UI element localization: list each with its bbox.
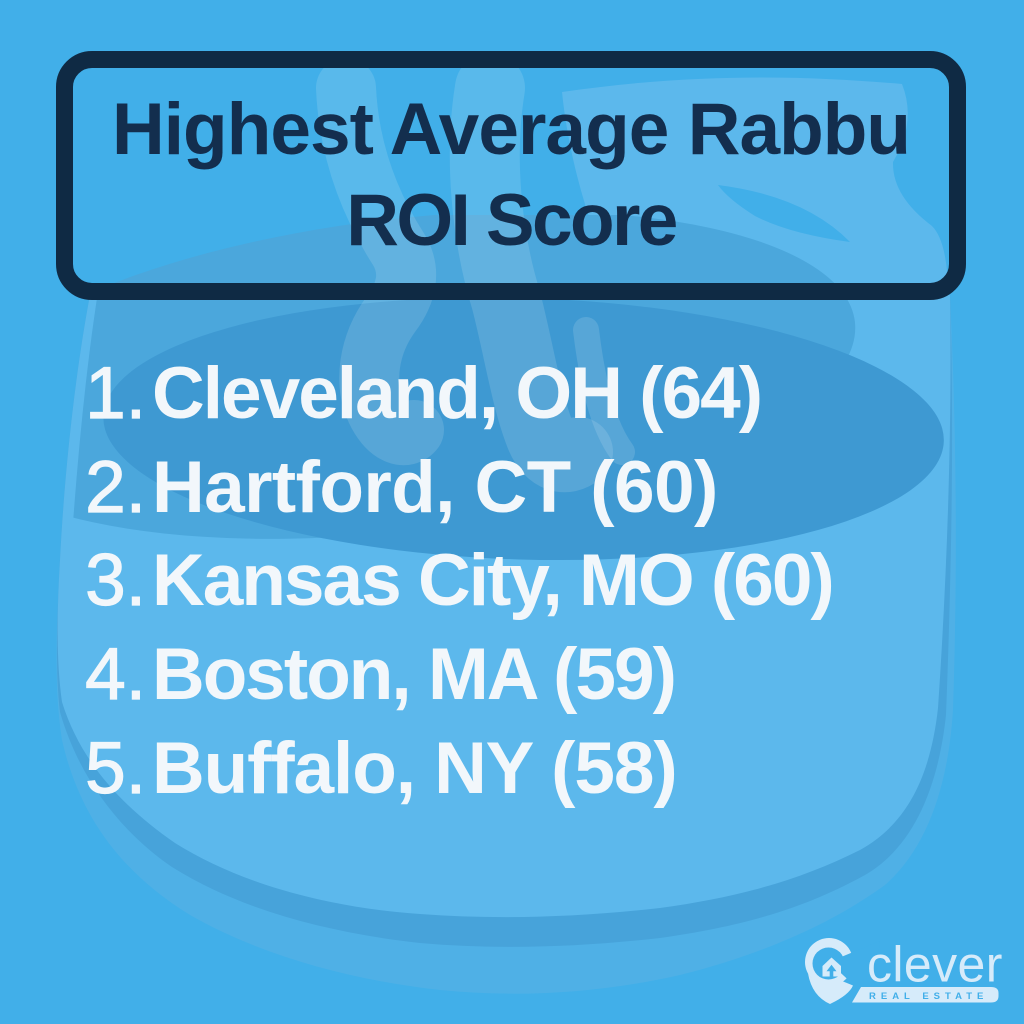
svg-text:clever: clever [867,937,1003,993]
svg-text:REAL ESTATE: REAL ESTATE [869,991,988,1002]
